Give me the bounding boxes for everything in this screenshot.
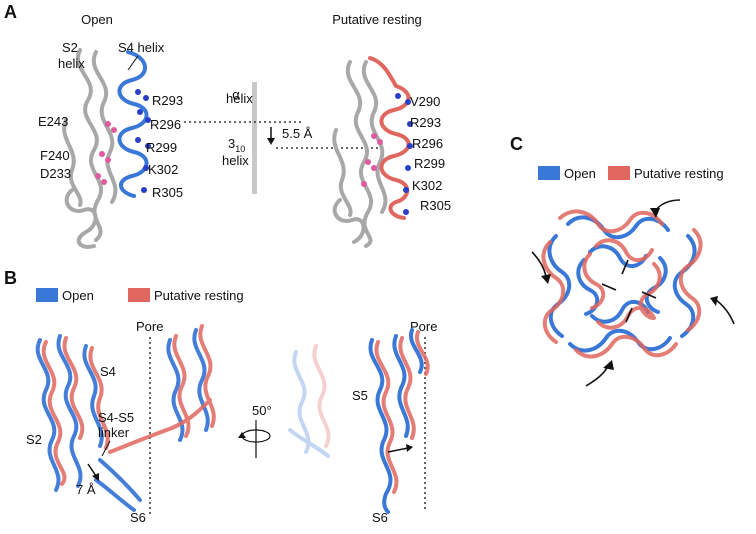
helix-divider-bar xyxy=(252,82,257,194)
s4s5-linker-line2: linker xyxy=(98,425,130,440)
resting-residue-1: R293 xyxy=(410,115,441,130)
open-s4-helix xyxy=(117,50,149,198)
shift-arrow-head xyxy=(267,138,275,145)
s4-label-b: S4 xyxy=(100,364,116,379)
left-residue-0: E243 xyxy=(38,114,68,129)
open-residue-sticks xyxy=(95,89,151,193)
open-residue-3: K302 xyxy=(148,162,178,177)
right-view-resting-structure xyxy=(374,330,430,494)
alpha-label-line1: α xyxy=(232,87,240,102)
panel-a-resting-title: Putative resting xyxy=(332,12,422,27)
panel-c-letter: C xyxy=(510,134,523,154)
resting-residue-0: V290 xyxy=(410,94,440,109)
s4-pointer xyxy=(127,55,139,71)
seven-a-label: 7 Å xyxy=(76,482,96,497)
left-residue-1: F240 xyxy=(40,148,70,163)
resting-residue-sticks xyxy=(361,93,413,215)
open-s2-helix xyxy=(62,48,118,249)
resting-residue-5: R305 xyxy=(420,198,451,213)
resting-residue-2: R296 xyxy=(412,136,443,151)
legend-open-swatch-c xyxy=(538,166,560,180)
rotation-symbol xyxy=(238,420,271,458)
left-residue-2: D233 xyxy=(40,166,71,181)
s6-label-left: S6 xyxy=(130,510,146,525)
legend-resting-label-c: Putative resting xyxy=(634,166,724,181)
s5-label-b: S5 xyxy=(352,388,368,403)
inner-shift-arrows-c xyxy=(601,259,657,323)
seven-a-arrow-shaft xyxy=(87,463,97,477)
three10-label-line2: helix xyxy=(222,153,249,168)
panel-a-letter: A xyxy=(4,2,17,22)
open-residue-2: R299 xyxy=(146,140,177,155)
s4-helix-label: S4 helix xyxy=(118,40,165,55)
open-residue-4: R305 xyxy=(152,185,183,200)
tetramer-resting-structure xyxy=(541,209,703,359)
right-view-open-structure xyxy=(368,328,424,514)
right-shift-arrow-head xyxy=(406,444,413,452)
resting-s2-helix xyxy=(332,60,388,248)
seven-a-arrow-head xyxy=(92,473,99,481)
legend-open-label-c: Open xyxy=(564,166,596,181)
rotation-arrowheads-c xyxy=(541,208,718,370)
panel-a-open-title: Open xyxy=(81,12,113,27)
s6-label-right: S6 xyxy=(372,510,388,525)
s2-label-line2: helix xyxy=(58,56,85,71)
s2-label-b: S2 xyxy=(26,432,42,447)
right-view-faded-structure xyxy=(288,344,331,458)
open-residue-0: R293 xyxy=(152,93,183,108)
resting-residue-4: K302 xyxy=(412,178,442,193)
panel-b-letter: B xyxy=(4,268,17,288)
s2-label-line1: S2 xyxy=(62,40,78,55)
s4s5-linker-line1: S4-S5 xyxy=(98,410,134,425)
three10-label: 310 xyxy=(228,136,245,154)
right-shift-arrow-shaft xyxy=(387,447,409,453)
pore-label-right: Pore xyxy=(410,319,437,334)
s4s5-pointer xyxy=(101,440,111,457)
pore-label-left: Pore xyxy=(136,319,163,334)
panel-c: C Open Putative resting xyxy=(510,134,735,387)
rotation-label: 50° xyxy=(252,403,272,418)
three10-sub: 10 xyxy=(235,144,245,154)
resting-residue-3: R299 xyxy=(414,156,445,171)
panel-a: A Open Putative resting S2 helix S4 heli… xyxy=(4,2,451,249)
shift-label: 5.5 Å xyxy=(282,126,313,141)
panel-b: B Open Putative resting Pore S4 S2 S4-S5 xyxy=(4,268,437,525)
tetramer-open-structure xyxy=(547,215,697,353)
legend-open-swatch-b xyxy=(36,288,58,302)
open-residue-1: R296 xyxy=(150,117,181,132)
legend-open-label-b: Open xyxy=(62,288,94,303)
alpha-label-line2: helix xyxy=(226,91,253,106)
legend-resting-label-b: Putative resting xyxy=(154,288,244,303)
three10-main: 3 xyxy=(228,136,235,151)
legend-resting-swatch-c xyxy=(608,166,630,180)
legend-resting-swatch-b xyxy=(128,288,150,302)
left-view-resting-structure xyxy=(41,324,216,486)
